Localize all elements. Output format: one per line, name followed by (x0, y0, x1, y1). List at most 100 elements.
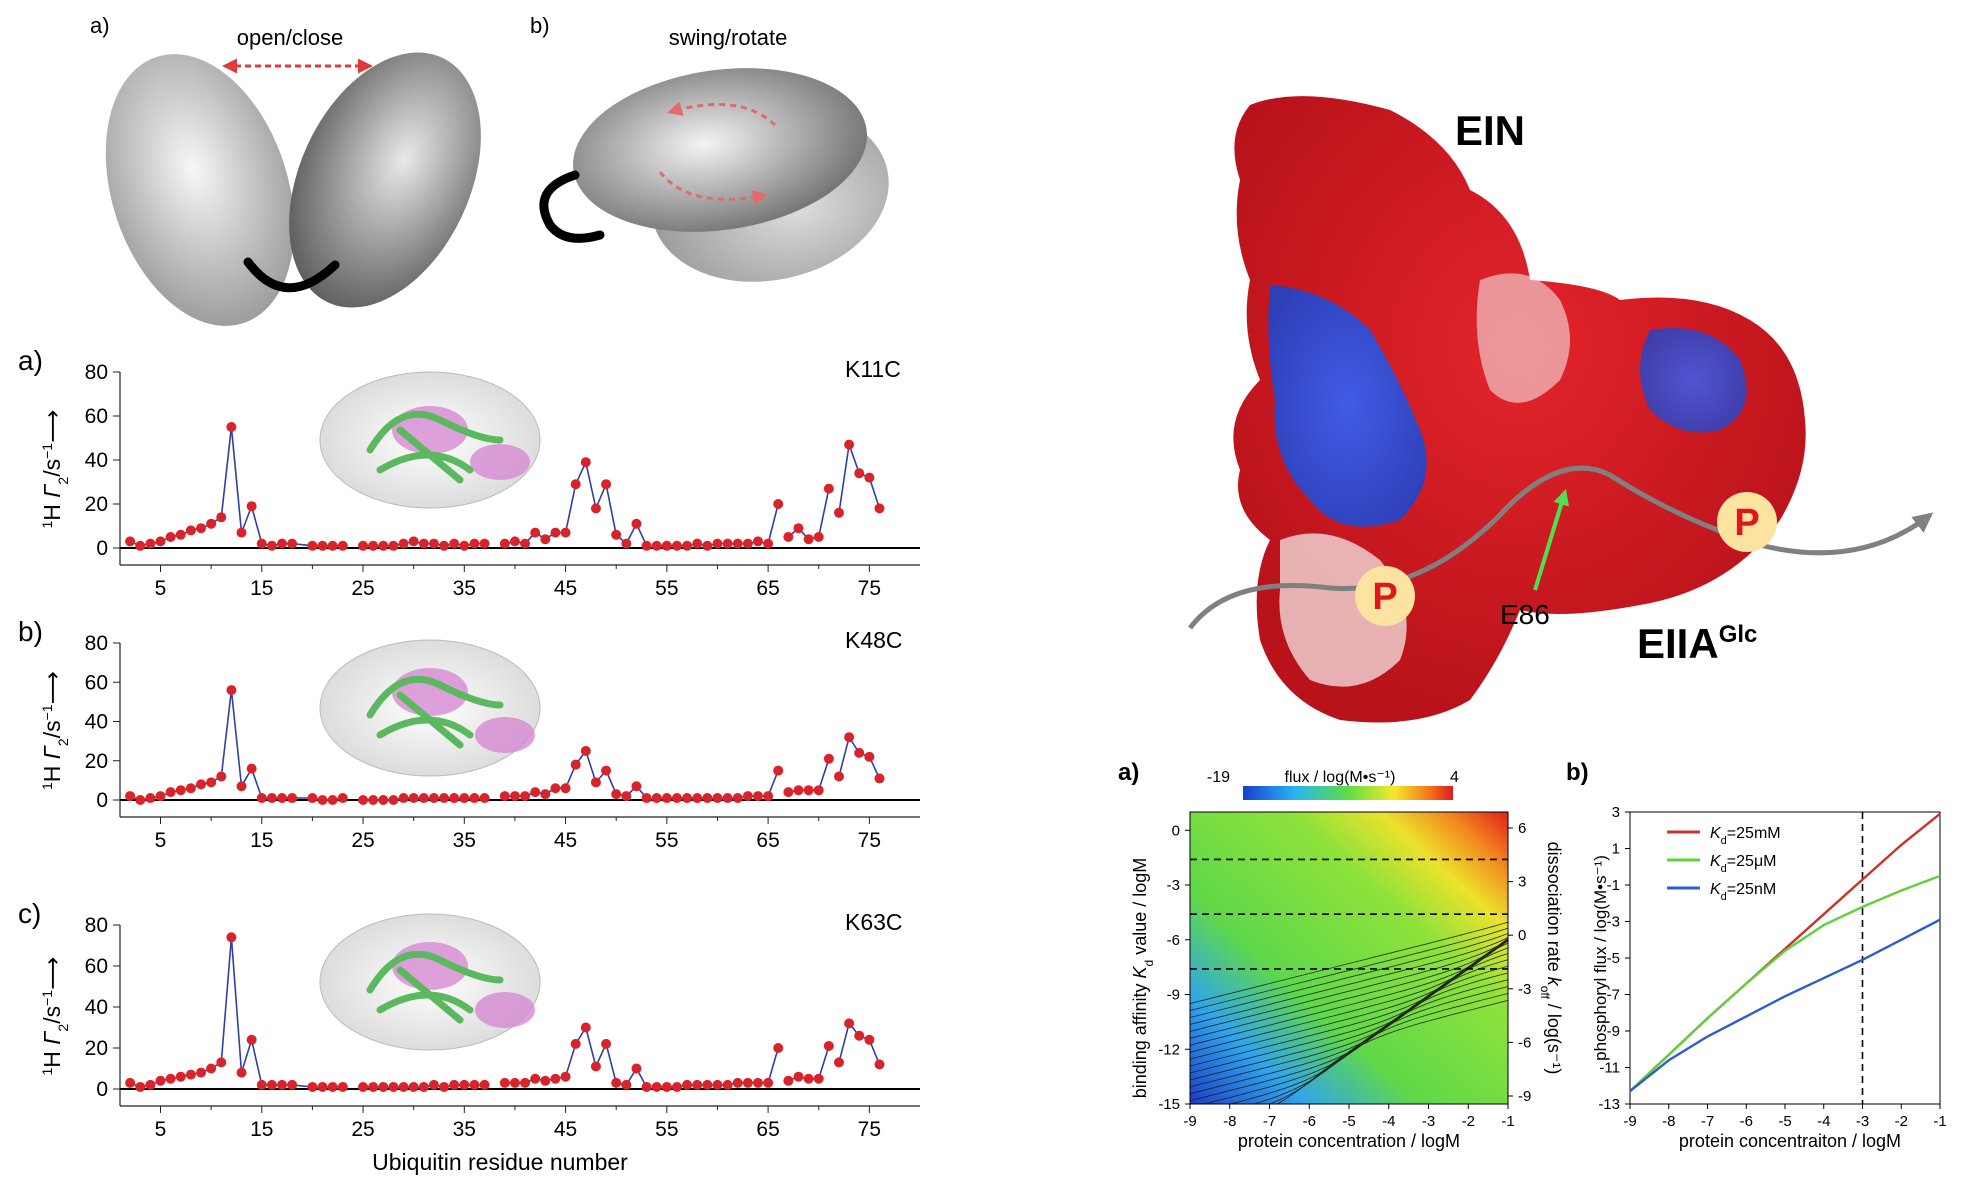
data-point (560, 1071, 571, 1082)
contour-line (1189, 937, 1509, 1025)
data-point (520, 538, 531, 549)
data-point (175, 1071, 186, 1082)
data-point (398, 793, 409, 804)
data-point (570, 759, 581, 770)
x-tick-label: -8 (1662, 1113, 1675, 1130)
data-point (601, 479, 612, 490)
data-point (773, 1043, 784, 1053)
data-point (479, 538, 490, 549)
contour-line (1189, 939, 1509, 1046)
x-tick-label: 5 (155, 829, 167, 852)
legend-entry: Kd=25mM (1710, 825, 1781, 847)
data-point (783, 1075, 794, 1086)
x-tick-label: 45 (554, 1118, 577, 1141)
data-point (307, 793, 318, 804)
colorbar-label: flux / log(M•s⁻¹) (1285, 769, 1396, 786)
x-tick-label: 45 (554, 577, 577, 600)
data-point (317, 540, 328, 551)
contour-line (1189, 921, 1509, 1005)
left-domain-icon (105, 54, 295, 326)
data-point (793, 523, 804, 534)
data-point (378, 540, 389, 551)
y2-axis-label: dissociation rate koff / log(s⁻¹) (1538, 842, 1564, 1075)
schematic-a-caption: open/close (237, 25, 343, 50)
data-point (175, 529, 186, 540)
y2-tick-label: -9 (1518, 1088, 1531, 1105)
data-point (327, 540, 338, 551)
legend-entry-part: d (1721, 863, 1727, 875)
x-tick-label: 55 (655, 1118, 678, 1141)
data-point (742, 1077, 753, 1088)
eiia-label-main: EIIA (1637, 620, 1719, 667)
data-point (459, 793, 470, 804)
x-tick-label: -5 (1778, 1113, 1791, 1130)
y-axis-label-part: H (39, 1045, 65, 1068)
x-tick-label: -8 (1223, 1113, 1236, 1130)
y-tick-label: 80 (85, 914, 108, 937)
data-point (266, 793, 277, 804)
data-point (601, 765, 612, 776)
data-point (651, 1081, 662, 1092)
data-point (499, 791, 510, 802)
cartoon-backbone-icon (366, 410, 504, 484)
x-tick-label: -6 (1303, 1113, 1316, 1130)
data-point (732, 793, 743, 804)
data-point (631, 518, 642, 529)
data-point (671, 1081, 682, 1092)
data-point (368, 540, 379, 551)
data-point (671, 793, 682, 804)
data-point (196, 779, 207, 790)
y-axis-label: 1H Γ2/s−1⟶ (39, 410, 71, 529)
data-point (763, 1077, 774, 1088)
data-point (793, 785, 804, 796)
y-axis-label-part: 1 (39, 521, 55, 529)
data-point (388, 795, 399, 805)
data-point (631, 1063, 642, 1074)
data-point (236, 1067, 247, 1078)
schematic-open-close: a) open/close (90, 13, 481, 326)
y-tick-label: 40 (85, 996, 108, 1019)
data-point (378, 1081, 389, 1092)
data-point (226, 422, 237, 432)
x-tick-label: -7 (1263, 1113, 1276, 1130)
y-axis-label-part: 2 (55, 1024, 71, 1032)
y2-axis-label-part: dissociation rate (1544, 842, 1564, 977)
colorbar-min: -19 (1207, 769, 1230, 786)
data-point (540, 534, 551, 545)
data-point (590, 1061, 601, 1072)
flux-line-chart: b)-9 -8 -7 -6 -5 -4 -3 -2 -131-1-3-5-7-9-11-13Kd… (1566, 759, 1947, 1151)
series-line (1629, 812, 1941, 1093)
data-point (763, 538, 774, 549)
data-point (803, 1073, 814, 1084)
pre-plot-k63c: c) K63C 0 20 40 60 80 5 15 25 35 45 55 65 75 1H Γ2/s−1⟶… (18, 898, 920, 1175)
data-point (256, 793, 267, 804)
pre-patch-icon (470, 444, 530, 480)
ein-label: EIN (1455, 107, 1525, 154)
data-point (499, 1077, 510, 1088)
data-point (580, 1022, 591, 1033)
data-point (641, 540, 652, 551)
schematic-b-caption: swing/rotate (669, 25, 788, 50)
positive-patch-icon (1268, 285, 1427, 527)
data-point (287, 1079, 298, 1090)
contour-line (1189, 927, 1509, 1012)
data-point (327, 1081, 338, 1092)
x-tick-label: 5 (155, 1118, 167, 1141)
panel-label: b) (1566, 759, 1589, 786)
data-point (854, 747, 865, 758)
data-point (530, 527, 541, 538)
y-axis-label-part: 2 (55, 477, 71, 485)
x-tick-label: -2 (1462, 1113, 1475, 1130)
x-tick-label: 35 (453, 829, 476, 852)
x-tick-label: -9 (1623, 1113, 1636, 1130)
panel-label: a) (18, 345, 43, 376)
plot-frame (1629, 811, 1941, 1105)
data-point (145, 793, 156, 804)
data-point (580, 457, 591, 468)
x-tick-label: -7 (1701, 1113, 1714, 1130)
schematic-a-label: a) (90, 13, 110, 38)
data-point (277, 793, 288, 804)
x-tick-label: 75 (858, 829, 881, 852)
data-point (246, 1034, 257, 1045)
data-point (520, 1077, 531, 1088)
